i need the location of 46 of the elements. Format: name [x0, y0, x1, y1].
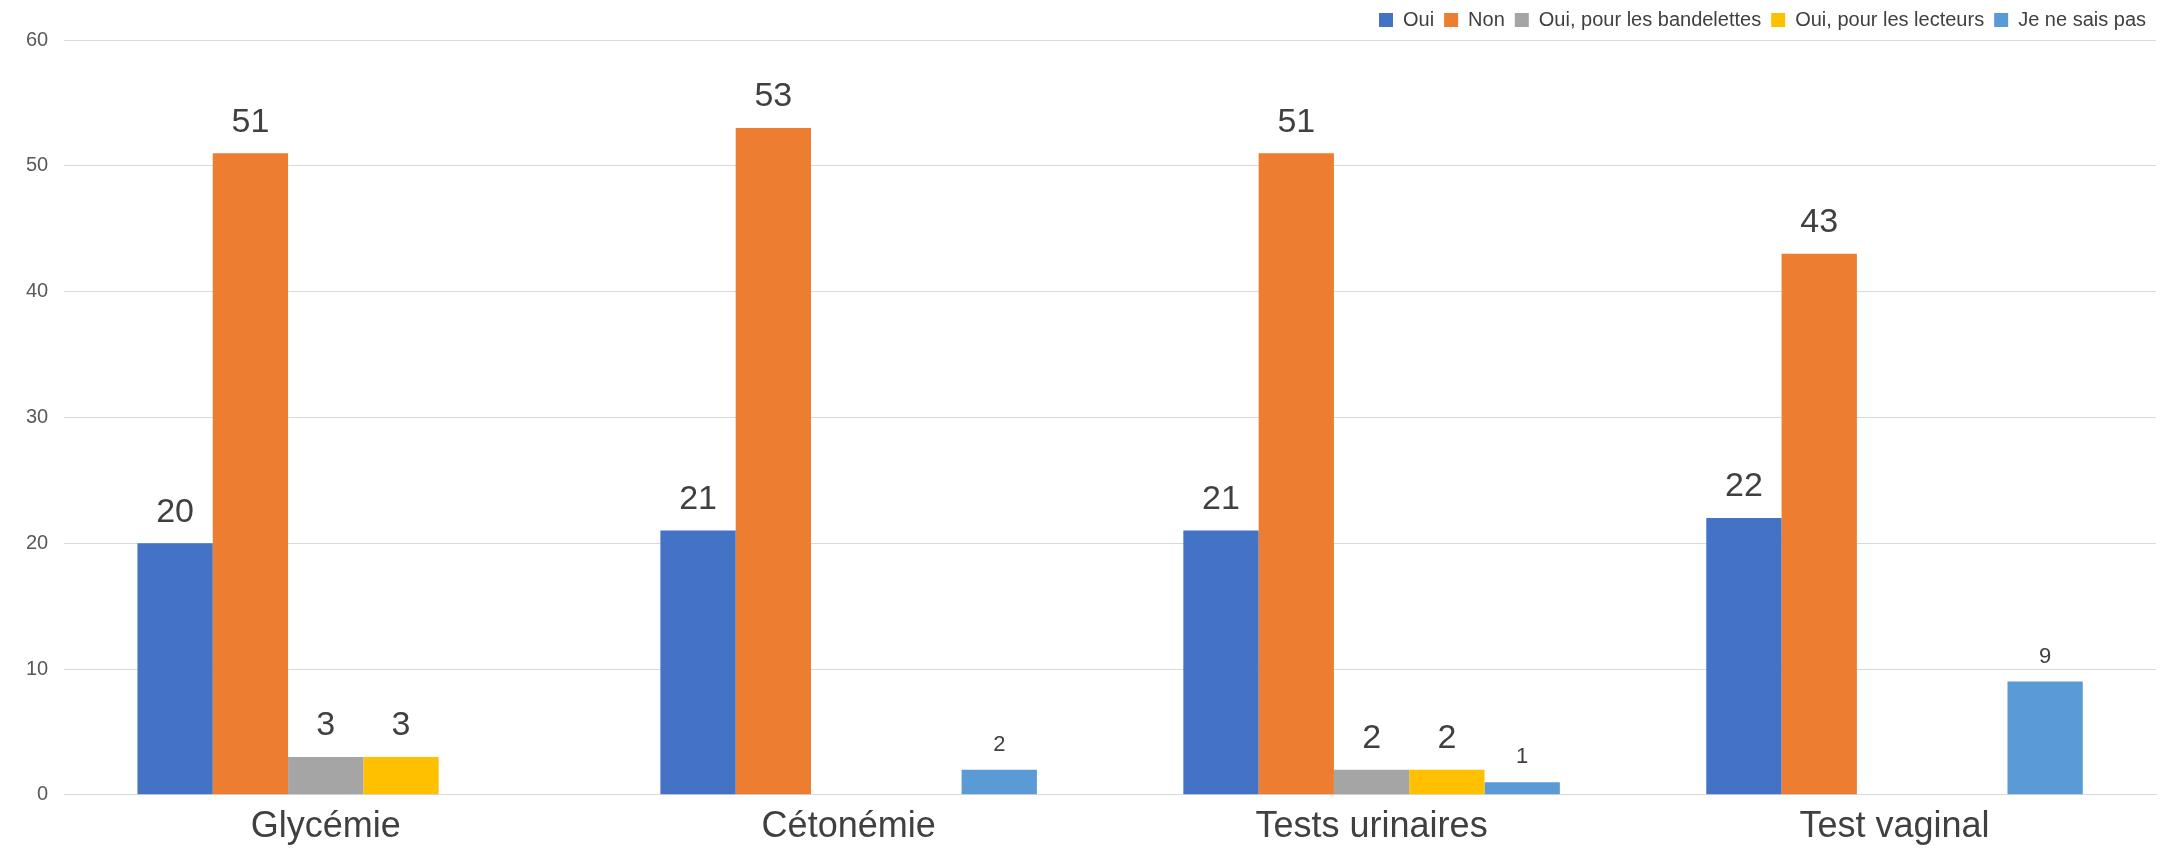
- bar: [1706, 518, 1782, 795]
- data-label: 22: [1725, 465, 1763, 504]
- y-tick-label: 10: [26, 656, 49, 679]
- bar: [735, 128, 811, 795]
- bar: [137, 543, 213, 795]
- data-label: 51: [231, 100, 270, 139]
- bar: [1333, 769, 1410, 795]
- y-tick-label: 50: [26, 153, 49, 176]
- data-label: 9: [2039, 642, 2052, 668]
- legend-label: Oui: [1403, 7, 1435, 30]
- data-label: 3: [316, 704, 336, 743]
- data-label: 53: [754, 75, 793, 114]
- y-tick-label: 0: [37, 782, 49, 805]
- bar: [1484, 782, 1560, 795]
- data-label: 3: [391, 704, 411, 743]
- data-label: 21: [1202, 477, 1240, 516]
- bar: [1183, 530, 1259, 795]
- bar: [363, 757, 439, 795]
- data-label: 51: [1277, 100, 1316, 139]
- bar: [1781, 253, 1857, 795]
- legend-label: Oui, pour les lecteurs: [1795, 7, 1985, 30]
- data-label: 20: [156, 490, 195, 529]
- data-label: 21: [679, 477, 717, 516]
- y-tick-label: 20: [26, 530, 49, 553]
- bar: [212, 153, 289, 795]
- data-label: 2: [993, 730, 1006, 756]
- bar: [288, 757, 364, 795]
- y-tick-label: 40: [26, 279, 49, 302]
- legend-label: Oui, pour les bandelettes: [1538, 7, 1762, 30]
- bar: [1409, 769, 1485, 795]
- legend-label: Non: [1468, 7, 1505, 30]
- data-label: 2: [1437, 717, 1457, 756]
- x-tick-label: Tests urinaires: [1255, 804, 1488, 846]
- bar: [2007, 681, 2083, 795]
- data-label: 2: [1362, 717, 1382, 756]
- y-tick-label: 30: [26, 404, 49, 427]
- x-tick-label: Test vaginal: [1799, 804, 1990, 846]
- bar: [1258, 153, 1334, 795]
- data-label: 43: [1800, 201, 1839, 240]
- x-tick-label: Glycémie: [250, 804, 401, 846]
- data-label: 1: [1516, 743, 1529, 769]
- x-tick-label: Cétonémie: [761, 804, 936, 846]
- bar: [961, 769, 1037, 795]
- bar: [660, 530, 736, 795]
- legend-label: Je ne sais pas: [2018, 7, 2147, 30]
- y-tick-label: 60: [26, 27, 49, 50]
